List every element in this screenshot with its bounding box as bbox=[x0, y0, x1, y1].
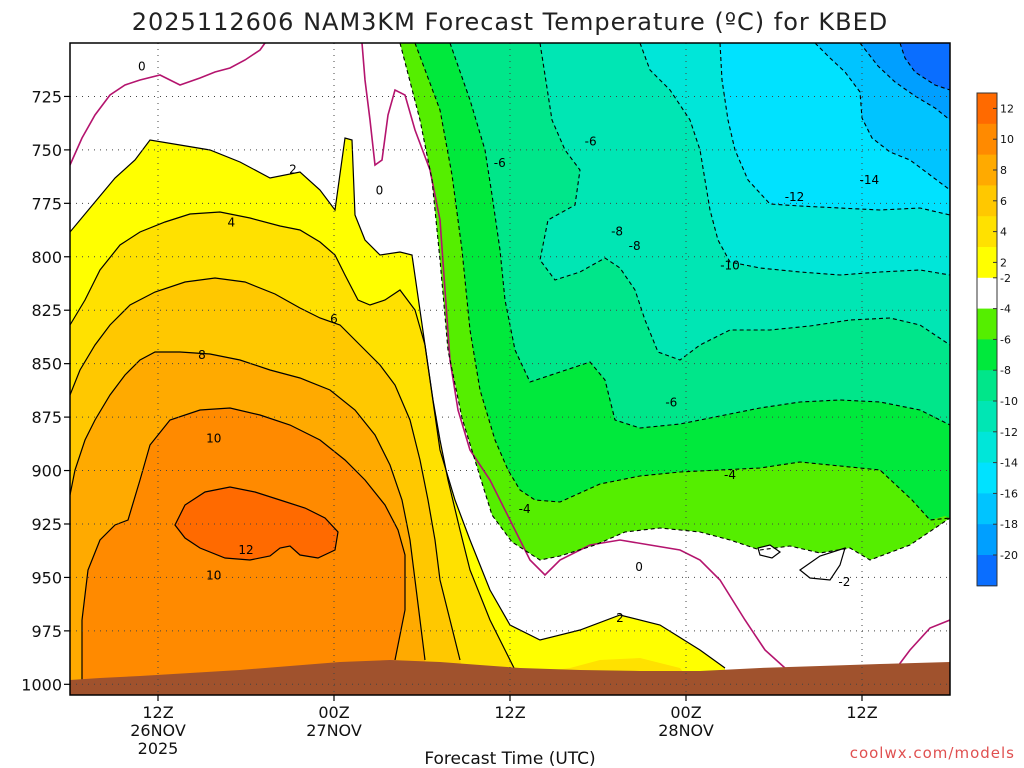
terrain bbox=[70, 660, 950, 695]
x-tick-date: 26NOV bbox=[130, 721, 186, 740]
colorbar-label: 4 bbox=[1000, 226, 1007, 239]
colorbar-swatch bbox=[977, 93, 997, 125]
contour-label: -10 bbox=[720, 258, 740, 272]
colorbar-label: -10 bbox=[1000, 395, 1018, 408]
y-tick-label: 975 bbox=[31, 622, 62, 641]
contour-label: -4 bbox=[519, 502, 531, 516]
region-below-minus-18 bbox=[900, 43, 950, 90]
watermark: coolwx.com/models bbox=[850, 744, 1015, 762]
colorbar-label: 12 bbox=[1000, 102, 1014, 115]
contour-label: -4 bbox=[724, 468, 736, 482]
plot-area bbox=[70, 43, 950, 695]
chart-title: 2025112606 NAM3KM Forecast Temperature (… bbox=[132, 8, 888, 36]
contour-lines-negative bbox=[399, 43, 950, 561]
colorbar-label: -12 bbox=[1000, 426, 1018, 439]
colorbar-label: -14 bbox=[1000, 457, 1018, 470]
colorbar-label: -2 bbox=[1000, 272, 1011, 285]
colorbar-label: -4 bbox=[1000, 303, 1011, 316]
y-tick-label: 750 bbox=[31, 141, 62, 160]
colorbar-label: -20 bbox=[1000, 549, 1018, 562]
colorbar-swatch bbox=[977, 555, 997, 587]
contour-label: -6 bbox=[494, 156, 506, 170]
contour-label: -6 bbox=[585, 134, 597, 148]
contour-label: -8 bbox=[611, 224, 623, 238]
x-tick-label: 12Z bbox=[846, 703, 877, 722]
colorbar-swatch bbox=[977, 493, 997, 525]
colorbar-swatch bbox=[977, 462, 997, 494]
y-tick-label: 875 bbox=[31, 408, 62, 427]
colorbar-swatch bbox=[977, 154, 997, 186]
y-tick-label: 850 bbox=[31, 355, 62, 374]
contour-label: -8 bbox=[629, 239, 641, 253]
y-tick-label: 925 bbox=[31, 515, 62, 534]
y-tick-label: 825 bbox=[31, 301, 62, 320]
colorbar-label: 10 bbox=[1000, 133, 1014, 146]
colorbar-label: -6 bbox=[1000, 333, 1011, 346]
colorbar-label: 8 bbox=[1000, 164, 1007, 177]
y-tick-label: 725 bbox=[31, 87, 62, 106]
colorbar-swatch bbox=[977, 401, 997, 433]
colorbar-swatch bbox=[977, 308, 997, 340]
colorbar-swatch bbox=[977, 123, 997, 156]
contour-label: 12 bbox=[238, 543, 253, 557]
colorbar-label: 6 bbox=[1000, 195, 1007, 208]
y-tick-label: 775 bbox=[31, 194, 62, 213]
contour-label: -12 bbox=[785, 190, 805, 204]
y-tick-label: 800 bbox=[31, 248, 62, 267]
grid bbox=[70, 43, 950, 695]
colorbar-swatch bbox=[977, 370, 997, 402]
colorbar-label: 2 bbox=[1000, 256, 1007, 269]
contour-label: 2 bbox=[289, 162, 297, 176]
x-tick-label: 12Z bbox=[494, 703, 525, 722]
colorbar-swatch bbox=[977, 277, 997, 310]
colorbar-swatch bbox=[977, 216, 997, 248]
contour-labels: 0 0 2 4 6 8 10 12 10 -6 -6 -8 -8 -10 -12 -14 -6 -4 -4 0 2 -2 bbox=[138, 60, 880, 626]
y-tick-label: 900 bbox=[31, 462, 62, 481]
y-tick-label: 950 bbox=[31, 568, 62, 587]
contour-label: 10 bbox=[206, 568, 221, 582]
x-axis-title: Forecast Time (UTC) bbox=[424, 749, 595, 768]
colorbar-swatch bbox=[977, 339, 997, 371]
contour-label: -6 bbox=[665, 395, 677, 409]
contour-label: 2 bbox=[616, 611, 624, 625]
x-tick-year: 2025 bbox=[138, 739, 179, 758]
colorbar-swatch bbox=[977, 247, 997, 279]
colorbar-swatch bbox=[977, 524, 997, 556]
contour-label: -14 bbox=[860, 173, 880, 187]
contour-label: 6 bbox=[330, 312, 338, 326]
y-tick-label: 1000 bbox=[21, 675, 62, 694]
contour-label: -2 bbox=[838, 575, 850, 589]
contour-label: 8 bbox=[198, 348, 206, 362]
y-axis: 725 750 775 800 825 850 875 900 925 950 975 1000 bbox=[21, 87, 70, 694]
colorbar: 12 10 8 6 4 2 -2 -4 -6 -8 -10 -12 -14 -16 -18 -20 bbox=[976, 92, 1018, 587]
region-warm-pocket bbox=[800, 548, 845, 580]
x-tick-label: 12Z bbox=[142, 703, 173, 722]
colorbar-swatch bbox=[977, 185, 997, 217]
contour-lines-positive bbox=[70, 137, 846, 680]
contour-label: 0 bbox=[635, 560, 643, 574]
colorbar-label: -16 bbox=[1000, 487, 1018, 500]
x-tick-label: 00Z bbox=[670, 703, 701, 722]
x-tick-date: 28NOV bbox=[658, 721, 714, 740]
colorbar-label: -8 bbox=[1000, 364, 1011, 377]
x-tick-label: 00Z bbox=[318, 703, 349, 722]
colorbar-swatch bbox=[977, 431, 997, 464]
contour-label: 0 bbox=[138, 60, 146, 74]
contour-label: 4 bbox=[228, 216, 236, 230]
contour-label: 10 bbox=[206, 432, 221, 446]
contour-lines-zero bbox=[70, 43, 950, 671]
colorbar-label: -18 bbox=[1000, 518, 1018, 531]
contour-label: 0 bbox=[376, 184, 384, 198]
x-tick-date: 27NOV bbox=[306, 721, 362, 740]
